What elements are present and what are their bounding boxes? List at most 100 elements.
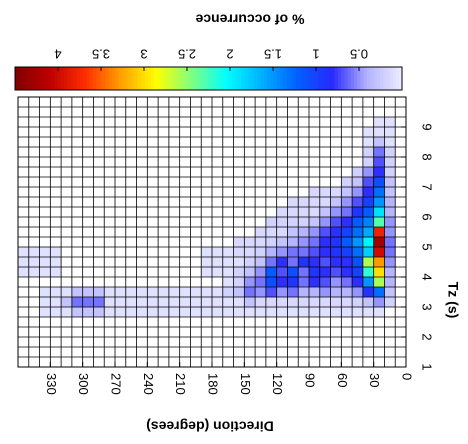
heat-cell [255, 306, 266, 317]
heat-cell [362, 167, 374, 178]
heat-cell [158, 287, 169, 298]
colorbar-swatch [108, 67, 113, 90]
colorbar-swatch [234, 67, 238, 90]
heat-cell [265, 257, 277, 268]
colorbar-swatch [189, 67, 193, 90]
colorbar-swatch [347, 67, 351, 90]
heat-cell [341, 287, 353, 298]
heat-cell [362, 257, 374, 268]
heat-cell [222, 297, 234, 307]
heat-cell [115, 306, 126, 317]
heat-cell [341, 177, 353, 187]
colorbar-swatch [192, 67, 196, 90]
heat-cell [18, 267, 29, 277]
heat-cell [287, 257, 299, 268]
heat-cell [362, 237, 374, 247]
x-axis-title: Direction (degrees) [146, 418, 274, 434]
colorbar-swatch [92, 67, 97, 90]
colorbar-swatch [56, 67, 61, 90]
heat-cell [298, 197, 309, 208]
heat-cell [233, 287, 245, 298]
heat-cell [39, 267, 51, 277]
heat-cell [287, 246, 299, 257]
y-tick-label: 3 [420, 303, 435, 310]
heat-cell [330, 186, 342, 197]
heat-cell [330, 237, 342, 247]
colorbar-swatch [124, 67, 129, 90]
heat-cell [93, 306, 105, 317]
colorbar-swatch [166, 67, 171, 90]
heat-cell [136, 287, 148, 298]
heat-cell [352, 306, 363, 317]
heat-cell [362, 207, 374, 217]
colorbar-swatch [350, 67, 355, 90]
colorbar-swatch [360, 67, 364, 90]
heat-cell [352, 227, 363, 238]
heat-cell [298, 306, 309, 317]
colorbar-swatch [66, 67, 71, 90]
colorbar-swatch [395, 67, 400, 90]
heat-cell [319, 216, 331, 227]
colorbar-swatch [311, 67, 316, 90]
heat-cell [136, 297, 148, 307]
colorbar-swatch [102, 67, 106, 90]
heat-cell [93, 297, 105, 307]
heat-cell [352, 297, 363, 307]
heat-cell [352, 237, 363, 247]
heat-cell [319, 197, 331, 208]
colorbar-tick-label: 2.5 [178, 47, 196, 62]
colorbar-swatch [105, 67, 109, 90]
heat-cell [136, 306, 148, 317]
colorbar-swatch [47, 67, 51, 90]
heat-cell [384, 147, 396, 157]
heat-cell [352, 216, 363, 227]
heat-cell [373, 197, 385, 208]
heat-cell [158, 306, 169, 317]
heat-cell [276, 306, 288, 317]
heat-cell [384, 207, 396, 217]
heat-cell [115, 297, 126, 307]
heat-cell [201, 306, 212, 317]
heat-cell [233, 267, 245, 277]
heat-cell [330, 287, 342, 298]
heat-cell [384, 267, 396, 277]
colorbar-swatch [131, 67, 135, 90]
colorbar-tick-label: 0.5 [350, 47, 368, 62]
heat-cell [309, 276, 320, 287]
heat-cell [309, 227, 320, 238]
heat-cell [147, 287, 159, 298]
heat-cell [255, 267, 266, 277]
heat-cell [190, 297, 202, 307]
heat-cell [287, 267, 299, 277]
colorbar-swatch [266, 67, 271, 90]
heat-cell [373, 257, 385, 268]
colorbar-swatch [147, 67, 151, 90]
colorbar-swatch [18, 67, 22, 90]
colorbar-swatch [247, 67, 251, 90]
heat-cell [341, 276, 353, 287]
heat-cell [244, 306, 256, 317]
heat-cell [319, 237, 331, 247]
heat-cell [39, 257, 51, 268]
heat-cell [147, 297, 159, 307]
colorbar-swatch [163, 67, 167, 90]
colorbar-swatch [343, 67, 348, 90]
heat-cell [330, 197, 342, 208]
heat-cell [373, 237, 385, 247]
colorbar-swatch [76, 67, 80, 90]
heat-cell [287, 287, 299, 298]
heat-cell [244, 257, 256, 268]
colorbar-swatch [150, 67, 155, 90]
colorbar-swatch [89, 67, 93, 90]
heat-cell [61, 297, 72, 307]
colorbar-swatch [31, 67, 35, 90]
heat-cell [362, 227, 374, 238]
heat-cell [341, 257, 353, 268]
colorbar-swatch [289, 67, 293, 90]
colorbar-swatch [369, 67, 374, 90]
heat-cell [255, 246, 266, 257]
heat-cell [384, 117, 396, 127]
x-tick-label: 90 [303, 373, 318, 387]
colorbar-swatch [214, 67, 219, 90]
heat-cell [222, 257, 234, 268]
